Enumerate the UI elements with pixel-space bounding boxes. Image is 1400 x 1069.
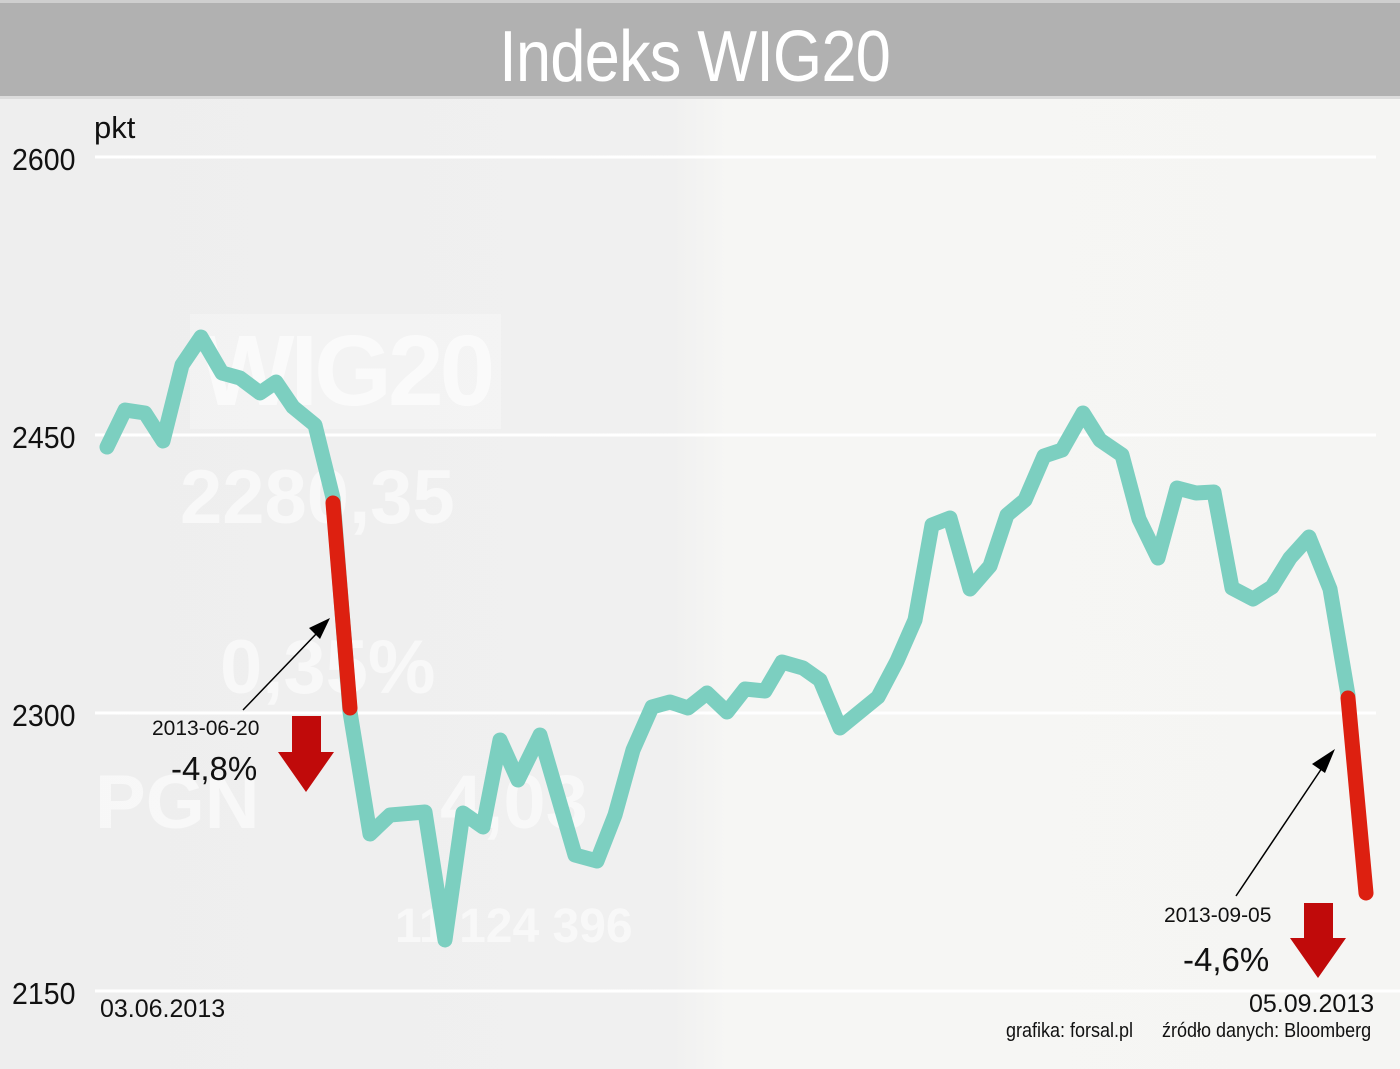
drop-highlight-june [325,495,358,716]
y-tick-2450: 2450 [12,420,76,455]
annotation-change-june: -4,8% [171,750,258,787]
y-tick-2150: 2150 [12,976,76,1011]
chart-header: Indeks WIG20 [0,0,1400,97]
down-arrow-icon [1290,903,1346,978]
credit-source: źródło danych: Bloomberg [1162,1020,1372,1042]
credit-graphic: grafika: forsal.pl [1006,1020,1134,1042]
pointer-arrow-september [1235,749,1335,897]
y-tick-2600: 2600 [12,142,76,177]
x-end-date: 05.09.2013 [1249,990,1375,1018]
plot-background: WIG20 2280,35 0,35% PGN 4,03 11 124 396 [0,96,1400,1069]
down-arrow-icon [278,716,334,792]
drop-highlight-september [1340,690,1374,901]
watermark-value: 2280,35 [180,455,455,540]
watermark-ticker: PGN [95,760,260,845]
gridlines [95,155,1400,993]
y-tick-2300: 2300 [12,698,76,733]
annotation-date-june: 2013-06-20 [152,717,260,740]
y-axis-unit: pkt [94,110,136,145]
annotation-change-september: -4,6% [1183,941,1270,978]
chart-title: Indeks WIG20 [499,17,891,97]
x-start-date: 03.06.2013 [100,995,226,1023]
annotation-date-september: 2013-09-05 [1164,904,1272,927]
wig20-line [99,329,1356,948]
pointer-arrow-june [242,618,330,711]
